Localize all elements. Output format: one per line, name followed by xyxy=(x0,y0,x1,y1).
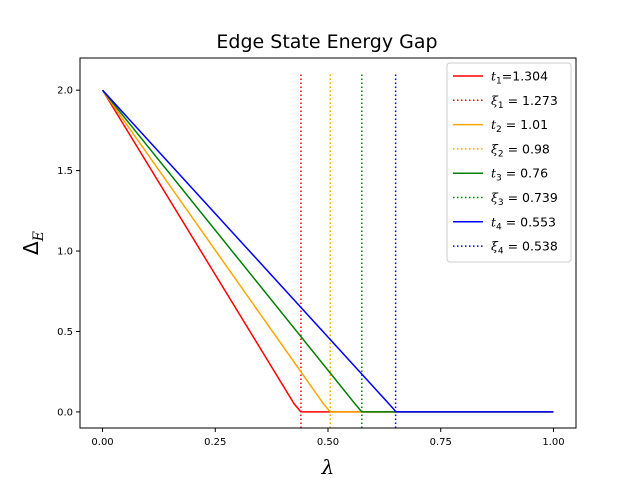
legend-box xyxy=(446,62,572,263)
legend-label-t2: t2 = 1.01 xyxy=(491,117,548,135)
x-tick-label: 0.25 xyxy=(204,437,226,448)
y-tick-label: 0.0 xyxy=(57,407,73,418)
x-axis-ticks: 0.00 0.25 0.50 0.75 1.00 xyxy=(91,428,565,448)
legend-label-xi2: ξ2 = 0.98 xyxy=(491,141,550,159)
y-tick-label: 2.0 xyxy=(57,86,73,97)
series-lines xyxy=(101,89,554,413)
y-axis-label-sub: E xyxy=(31,231,47,242)
x-axis-label: λ xyxy=(321,455,335,479)
y-tick-label: 1.5 xyxy=(57,166,73,177)
y-tick-label: 0.5 xyxy=(57,327,73,338)
legend-label-t1: t1=1.304 xyxy=(491,69,548,87)
x-tick-label: 0.75 xyxy=(430,437,452,448)
y-axis-ticks: 0.0 0.5 1.0 1.5 2.0 xyxy=(57,86,80,418)
legend-label-xi3: ξ3 = 0.739 xyxy=(491,190,558,208)
vertical-lines xyxy=(300,74,397,428)
series-line-t4 xyxy=(101,89,554,413)
legend-label-t3: t3 = 0.76 xyxy=(491,166,548,184)
y-axis-label: ΔE xyxy=(19,231,47,255)
svg-text:ΔE: ΔE xyxy=(19,231,47,255)
chart-title: Edge State Energy Gap xyxy=(216,31,437,53)
x-tick-label: 1.00 xyxy=(542,437,564,448)
legend-label-t4: t4 = 0.553 xyxy=(491,214,556,232)
y-axis-label-main: Δ xyxy=(19,241,43,255)
y-tick-label: 1.0 xyxy=(57,247,73,258)
x-tick-label: 0.50 xyxy=(317,437,339,448)
legend-label-xi4: ξ4 = 0.538 xyxy=(491,239,558,257)
legend: t1=1.304 ξ1 = 1.273 t2 = 1.01 ξ2 = 0.98 t3 =… xyxy=(446,62,572,263)
x-tick-label: 0.00 xyxy=(91,437,113,448)
legend-label-xi1: ξ1 = 1.273 xyxy=(491,93,558,111)
